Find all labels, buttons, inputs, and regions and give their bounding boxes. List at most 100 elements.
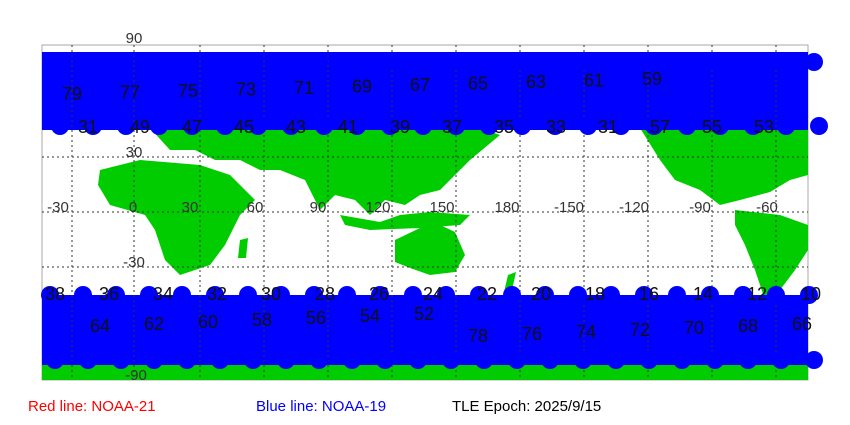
track-marker: [739, 351, 757, 369]
track-marker: [376, 351, 394, 369]
track-marker: [338, 286, 356, 304]
orbit-number-label: 16: [639, 284, 659, 304]
track-marker: [206, 286, 224, 304]
lon-label: 90: [310, 199, 327, 216]
track-marker: [84, 117, 102, 135]
orbit-number-label: 36: [99, 284, 119, 304]
track-marker: [140, 286, 158, 304]
track-marker: [112, 53, 130, 71]
track-marker: [513, 117, 531, 135]
track-marker: [178, 53, 196, 71]
track-marker: [409, 351, 427, 369]
orbit-number-label: 69: [352, 77, 372, 97]
track-marker: [777, 117, 795, 135]
track-marker: [376, 53, 394, 71]
orbit-number-label: 10: [801, 284, 821, 304]
track-marker: [183, 117, 201, 135]
orbit-number-label: 65: [468, 74, 488, 94]
lon-label: 120: [365, 199, 390, 216]
new-zealand: [504, 272, 516, 292]
track-marker: [216, 117, 234, 135]
orbit-number-label: 18: [585, 284, 605, 304]
lat-label: 90: [126, 30, 143, 47]
orbit-number-label: 20: [531, 284, 551, 304]
orbit-number-label: 26: [369, 284, 389, 304]
track-marker: [579, 117, 597, 135]
track-marker: [51, 117, 69, 135]
lat-label: -90: [125, 367, 147, 384]
orbit-number-label: 68: [738, 316, 758, 336]
orbit-number-label: 14: [693, 284, 713, 304]
orbit-number-label: 58: [252, 310, 272, 330]
orbit-number-label: 61: [584, 71, 604, 91]
track-marker: [673, 351, 691, 369]
lon-label: -150: [554, 199, 584, 216]
south-america: [735, 210, 808, 300]
track-marker: [772, 53, 790, 71]
lon-label: 150: [429, 199, 454, 216]
track-marker: [602, 286, 620, 304]
orbit-number-label: 56: [306, 308, 326, 328]
track-marker: [348, 117, 366, 135]
track-marker: [46, 53, 64, 71]
orbit-number-label: 37: [442, 117, 462, 137]
orbit-number-label: 35: [494, 117, 514, 137]
track-marker: [480, 117, 498, 135]
orbit-number-label: 31: [78, 117, 98, 137]
lon-label: 0: [129, 199, 137, 216]
legend-red-line: Red line: NOAA-21: [28, 398, 156, 415]
orbit-number-label: 45: [234, 117, 254, 137]
orbit-number-label: 52: [414, 304, 434, 324]
track-marker: [800, 286, 818, 304]
lon-label: 30: [182, 199, 199, 216]
track-marker: [739, 53, 757, 71]
track-marker: [574, 53, 592, 71]
track-marker: [541, 351, 559, 369]
track-marker: [640, 53, 658, 71]
track-marker: [414, 117, 432, 135]
orbit-number-label: 57: [650, 117, 670, 137]
track-marker: [475, 351, 493, 369]
lat-label: -30: [123, 254, 145, 271]
track-marker: [607, 53, 625, 71]
track-marker: [442, 351, 460, 369]
orbit-number-label: 28: [315, 284, 335, 304]
track-marker: [574, 351, 592, 369]
track-marker: [442, 53, 460, 71]
track-marker: [668, 286, 686, 304]
track-marker: [145, 53, 163, 71]
orbit-number-label: 64: [90, 316, 110, 336]
track-marker: [404, 286, 422, 304]
track-marker: [607, 351, 625, 369]
orbit-number-label: 47: [182, 117, 202, 137]
orbit-number-label: 33: [546, 117, 566, 137]
track-marker: [805, 53, 823, 71]
madagascar: [238, 238, 248, 258]
track-marker: [470, 286, 488, 304]
track-marker: [117, 117, 135, 135]
track-marker: [315, 117, 333, 135]
track-marker: [673, 53, 691, 71]
track-marker: [503, 286, 521, 304]
orbit-number-label: 38: [45, 284, 65, 304]
track-marker: [211, 53, 229, 71]
orbit-number-label: 75: [178, 81, 198, 101]
track-marker: [79, 351, 97, 369]
track-marker: [569, 286, 587, 304]
track-marker: [74, 286, 92, 304]
track-marker: [343, 351, 361, 369]
track-marker: [772, 351, 790, 369]
orbit-number-label: 39: [390, 117, 410, 137]
track-marker: [310, 351, 328, 369]
track-markers: [41, 53, 828, 369]
track-marker: [508, 351, 526, 369]
track-marker: [437, 286, 455, 304]
track-marker: [409, 53, 427, 71]
north-america: [640, 128, 808, 205]
orbit-number-label: 41: [338, 117, 358, 137]
orbit-number-label: 71: [294, 78, 314, 98]
track-marker: [645, 117, 663, 135]
lon-label: -30: [47, 199, 69, 216]
track-marker: [678, 117, 696, 135]
